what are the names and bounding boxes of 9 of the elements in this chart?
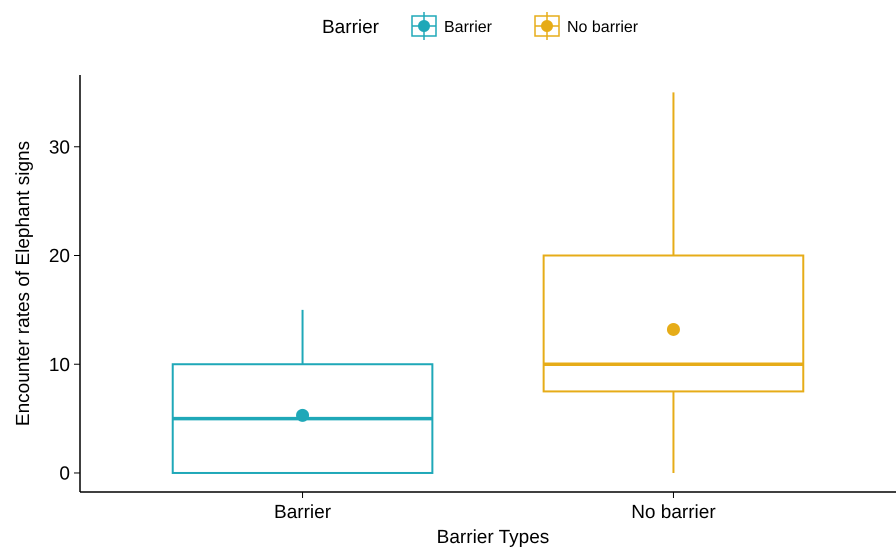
y-tick-label: 0: [59, 464, 70, 485]
y-tick-label: 30: [48, 137, 70, 158]
y-tick-label: 10: [48, 354, 70, 376]
y-axis-title: Encounter rates of Elephant signs: [13, 140, 34, 426]
y-tick-label: 20: [48, 246, 70, 268]
legend-label: No barrier: [567, 19, 639, 36]
legend-title: Barrier: [322, 17, 380, 38]
legend-label: Barrier: [444, 19, 493, 36]
x-axis-title: Barrier Types: [436, 527, 550, 548]
